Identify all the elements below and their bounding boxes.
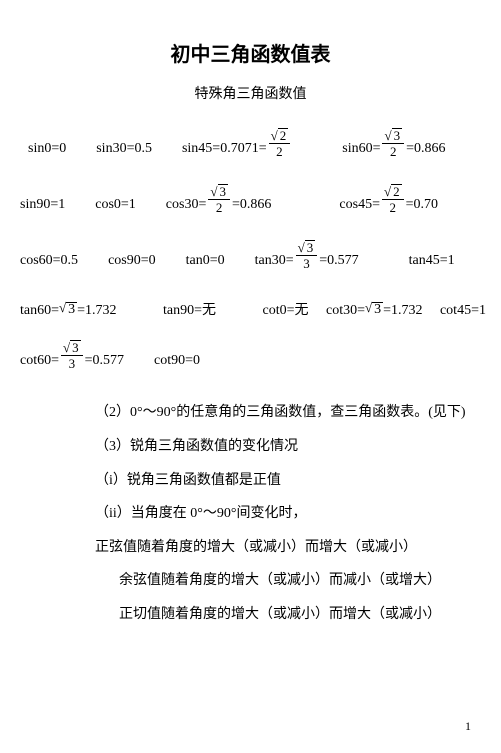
tan30-frac: 33 bbox=[296, 240, 318, 270]
cos30: cos30= 32 =0.866 bbox=[166, 190, 272, 220]
formula-row-5: cot60= 33 =0.577 cot90=0 bbox=[0, 346, 501, 376]
cot0: cot0=无 bbox=[263, 302, 309, 320]
sin45-frac: 22 bbox=[269, 128, 291, 158]
tan30: tan30= 33 =0.577 bbox=[255, 246, 359, 276]
sin60-val: =0.866 bbox=[406, 140, 445, 158]
para-cos: 余弦值随着角度的增大（或减小）而减小（或增大） bbox=[95, 564, 471, 598]
tan60: tan60= 3 =1.732 bbox=[20, 302, 117, 320]
cot60: cot60= 33 =0.577 bbox=[20, 346, 124, 376]
para-tan: 正切值随着角度的增大（或减小）而增大（或减小） bbox=[95, 598, 471, 632]
cot30-label: cot30= bbox=[326, 302, 365, 320]
formula-row-3: cos60=0.5 cos90=0 tan0=0 tan30= 33 =0.57… bbox=[0, 246, 501, 276]
cot90: cot90=0 bbox=[154, 352, 200, 370]
sin0: sin0=0 bbox=[28, 140, 66, 158]
tan30-val: =0.577 bbox=[319, 252, 358, 270]
formula-row-4: tan60= 3 =1.732 tan90=无 cot0=无 cot30= 3 … bbox=[0, 302, 501, 320]
para-3: （3）锐角三角函数值的变化情况 bbox=[95, 430, 471, 464]
cos45-label: cos45= bbox=[339, 196, 380, 214]
cos45: cos45= 22 =0.70 bbox=[339, 190, 438, 220]
cot30-sqrt: 3 bbox=[365, 300, 383, 317]
sin45-label: sin45=0.7071= bbox=[182, 140, 267, 158]
document-subtitle: 特殊角三角函数值 bbox=[0, 86, 501, 104]
cos90: cos90=0 bbox=[108, 252, 156, 270]
cos45-frac: 22 bbox=[382, 184, 404, 214]
tan60-sqrt: 3 bbox=[59, 300, 77, 317]
para-i: （i）锐角三角函数值都是正值 bbox=[95, 464, 471, 498]
cot45: cot45=1 bbox=[440, 302, 486, 320]
cos0: cos0=1 bbox=[95, 196, 136, 214]
sin60-frac: 32 bbox=[382, 128, 404, 158]
cos30-val: =0.866 bbox=[232, 196, 271, 214]
page-number: 1 bbox=[465, 719, 471, 735]
cos30-frac: 32 bbox=[208, 184, 230, 214]
sin45: sin45=0.7071= 22 bbox=[182, 134, 292, 164]
sin90: sin90=1 bbox=[20, 196, 65, 214]
tan0: tan0=0 bbox=[186, 252, 225, 270]
formula-row-2: sin90=1 cos0=1 cos30= 32 =0.866 cos45= 2… bbox=[0, 190, 501, 220]
cot60-label: cot60= bbox=[20, 352, 59, 370]
cos45-val: =0.70 bbox=[406, 196, 438, 214]
body-text: （2）0°～90°的任意角的三角函数值，查三角函数表。(见下) （3）锐角三角函… bbox=[0, 396, 501, 631]
cot60-val: =0.577 bbox=[85, 352, 124, 370]
para-ii: （ii）当角度在 0°～90°间变化时， bbox=[95, 497, 471, 531]
formula-row-1: sin0=0 sin30=0.5 sin45=0.7071= 22 sin60=… bbox=[0, 134, 501, 164]
tan60-val: =1.732 bbox=[77, 302, 116, 320]
cot60-frac: 33 bbox=[61, 340, 83, 370]
tan90: tan90=无 bbox=[163, 302, 216, 320]
tan60-label: tan60= bbox=[20, 302, 59, 320]
cot30: cot30= 3 =1.732 bbox=[326, 302, 423, 320]
para-sin: 正弦值随着角度的增大（或减小）而增大（或减小） bbox=[95, 531, 471, 565]
tan45: tan45=1 bbox=[409, 252, 455, 270]
sin30: sin30=0.5 bbox=[96, 140, 152, 158]
cos30-label: cos30= bbox=[166, 196, 207, 214]
cot30-val: =1.732 bbox=[383, 302, 422, 320]
sin60: sin60= 32 =0.866 bbox=[342, 134, 445, 164]
sin60-label: sin60= bbox=[342, 140, 380, 158]
document-title: 初中三角函数值表 bbox=[0, 42, 501, 68]
para-2: （2）0°～90°的任意角的三角函数值，查三角函数表。(见下) bbox=[95, 396, 471, 430]
tan30-label: tan30= bbox=[255, 252, 294, 270]
cos60: cos60=0.5 bbox=[20, 252, 78, 270]
